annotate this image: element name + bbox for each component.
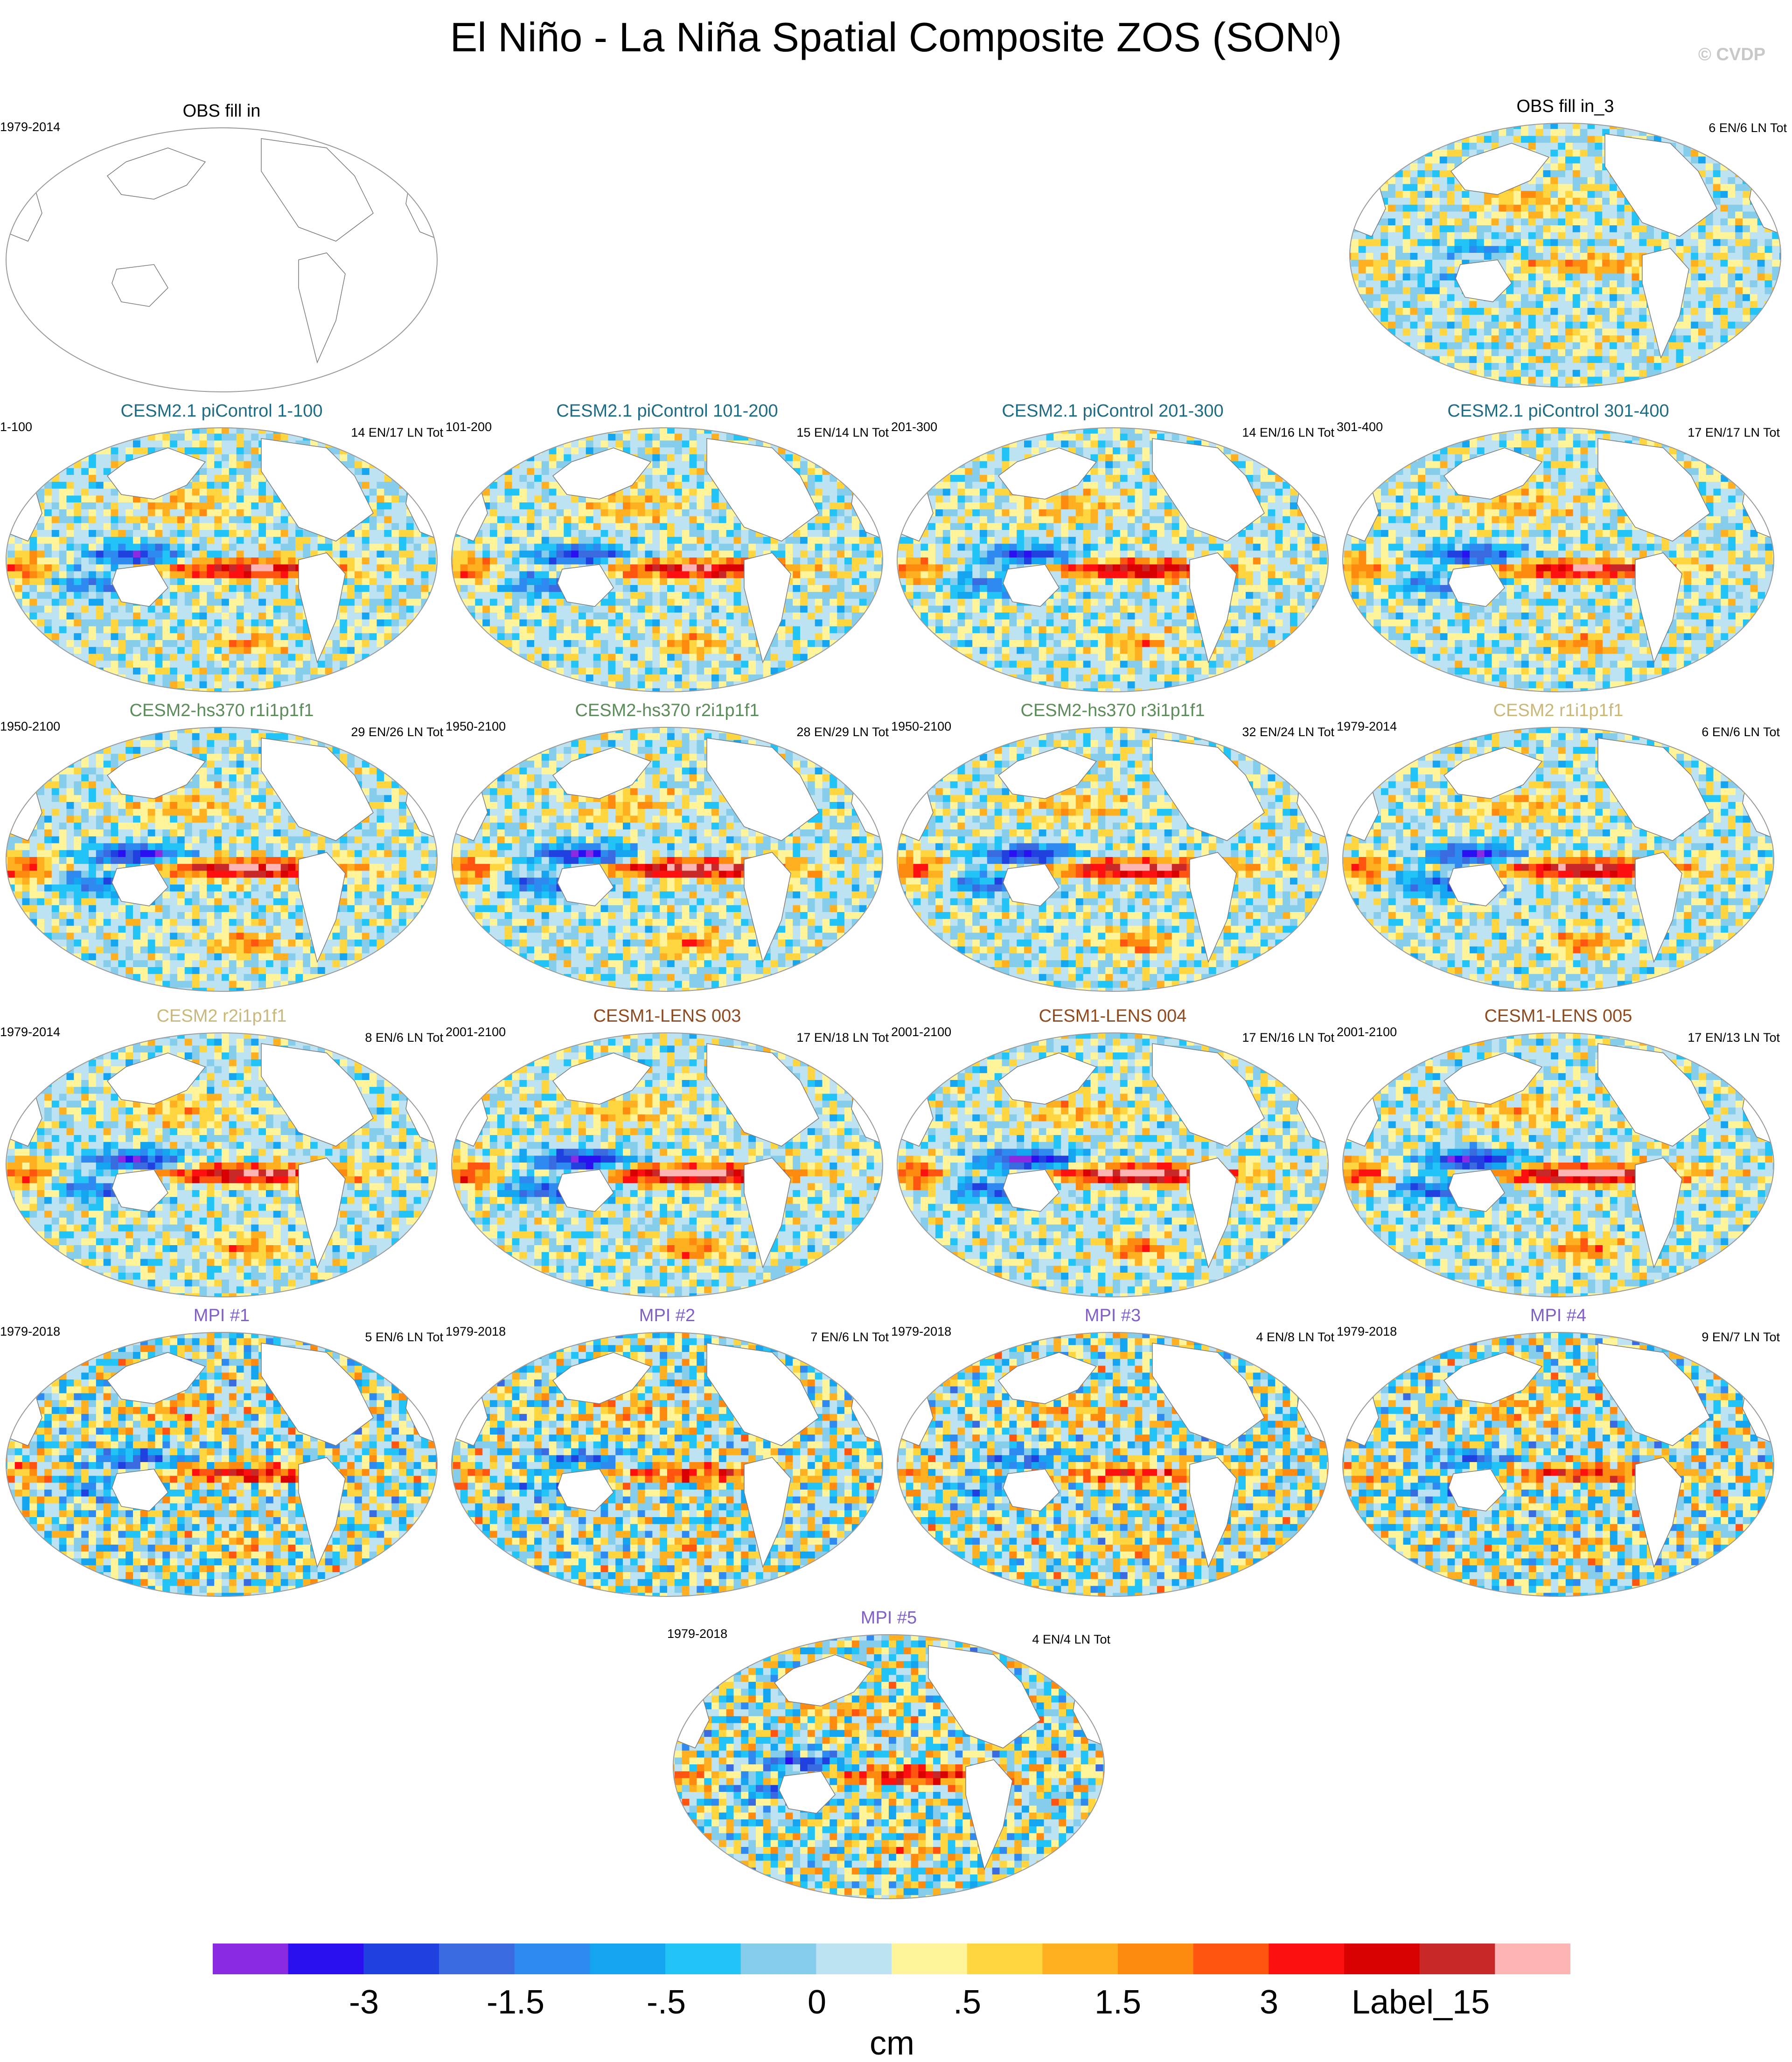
colorbar-swatch: [1495, 1944, 1570, 1974]
panel-title: CESM1-LENS 003: [446, 1005, 889, 1027]
copyright-label: © CVDP: [1698, 45, 1765, 65]
panel-map: [891, 1025, 1334, 1300]
panel-map: [1337, 1025, 1780, 1300]
panel-title: CESM2-hs370 r3i1p1f1: [891, 700, 1334, 721]
colorbar-swatch: [741, 1944, 816, 1974]
panel-map: [446, 1025, 889, 1300]
panel-map: [0, 120, 443, 395]
panel-map: [446, 719, 889, 995]
panel-map: [1337, 1324, 1780, 1600]
colorbar-swatch: [515, 1944, 590, 1974]
panel-map: [446, 1324, 889, 1600]
panel-map: [891, 1324, 1334, 1600]
panel-title: MPI #5: [667, 1607, 1110, 1629]
colorbar-swatch: [1042, 1944, 1118, 1974]
colorbar-swatch: [1193, 1944, 1269, 1974]
colorbar-tick-label: .5: [953, 1984, 981, 2021]
panel-title: MPI #2: [446, 1305, 889, 1326]
panel-title: CESM2-hs370 r2i1p1f1: [446, 700, 889, 721]
colorbar-swatch: [892, 1944, 967, 1974]
colorbar-swatch: [213, 1944, 288, 1974]
panel-title: CESM2.1 piControl 101-200: [446, 400, 889, 422]
panel-map: [891, 420, 1334, 695]
colorbar-tick-label: 3: [1260, 1984, 1278, 2021]
chart-title: El Niño - La Niña Spatial Composite ZOS …: [0, 14, 1792, 61]
colorbar: [213, 1944, 1570, 1974]
panel-title: OBS fill in_3: [1344, 96, 1787, 117]
panel-title: CESM2-hs370 r1i1p1f1: [0, 700, 443, 721]
colorbar-swatch: [1118, 1944, 1193, 1974]
colorbar-tick-label: -3: [349, 1984, 379, 2021]
panel-map: [1344, 115, 1787, 390]
colorbar-swatch: [967, 1944, 1043, 1974]
panel-title: CESM2.1 piControl 301-400: [1337, 400, 1780, 422]
panel-map: [1337, 719, 1780, 995]
colorbar-swatch: [1344, 1944, 1420, 1974]
panel-title: CESM1-LENS 004: [891, 1005, 1334, 1027]
colorbar-tick-label: -.5: [647, 1984, 686, 2021]
panel-map: [0, 1324, 443, 1600]
panel-map: [891, 719, 1334, 995]
panel-title: CESM2.1 piControl 1-100: [0, 400, 443, 422]
panel-map: [1337, 420, 1780, 695]
colorbar-swatch: [363, 1944, 439, 1974]
panel-map: [667, 1627, 1110, 1902]
panel-title: MPI #1: [0, 1305, 443, 1326]
panel-title: CESM1-LENS 005: [1337, 1005, 1780, 1027]
colorbar-tick-label: 0: [808, 1984, 826, 2021]
colorbar-swatch: [288, 1944, 364, 1974]
colorbar-swatch: [439, 1944, 515, 1974]
panel-title: MPI #3: [891, 1305, 1334, 1326]
colorbar-swatch: [1420, 1944, 1495, 1974]
panel-title: CESM2 r2i1p1f1: [0, 1005, 443, 1027]
panel-map: [446, 420, 889, 695]
panel-map: [0, 719, 443, 995]
colorbar-swatch: [665, 1944, 741, 1974]
colorbar-tick-label: 1.5: [1095, 1984, 1141, 2021]
colorbar-tick-label: -1.5: [487, 1984, 544, 2021]
colorbar-tick-label: Label_15: [1352, 1984, 1490, 2021]
colorbar-swatch: [590, 1944, 665, 1974]
panel-title: MPI #4: [1337, 1305, 1780, 1326]
colorbar-swatch: [816, 1944, 892, 1974]
panel-title: OBS fill in: [0, 100, 443, 122]
panel-map: [0, 1025, 443, 1300]
colorbar-swatch: [1269, 1944, 1344, 1974]
panel-title: CESM2.1 piControl 201-300: [891, 400, 1334, 422]
panel-map: [0, 420, 443, 695]
panel-title: CESM2 r1i1p1f1: [1337, 700, 1780, 721]
